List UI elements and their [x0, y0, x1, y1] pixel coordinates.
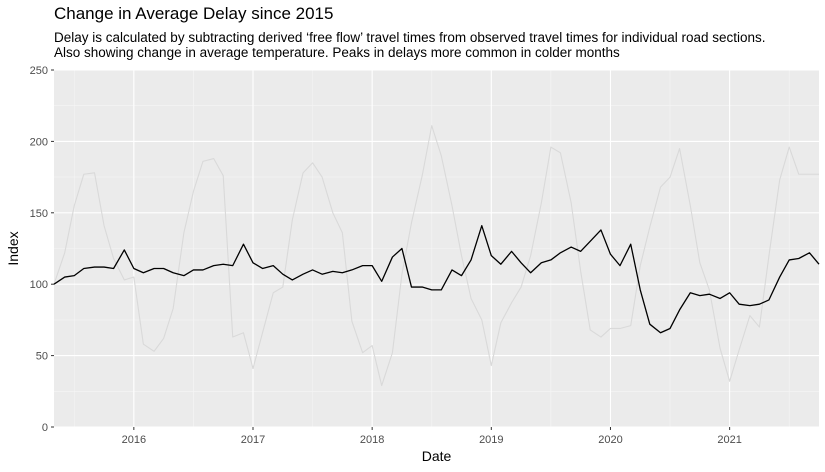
chart-subtitle: Delay is calculated by subtracting deriv… [54, 30, 766, 60]
x-tick-label: 2021 [717, 434, 741, 446]
x-tick-label: 2019 [479, 434, 503, 446]
chart-subtitle-line-2: Also showing change in average temperatu… [54, 45, 620, 60]
x-axis: 2016 2017 2018 2019 2020 2021 [122, 427, 742, 446]
y-axis: 0 50 100 150 200 250 [30, 65, 54, 434]
x-tick-label: 2016 [122, 434, 146, 446]
y-tick-label: 250 [30, 65, 48, 77]
x-tick-label: 2020 [598, 434, 622, 446]
y-axis-title: Index [5, 231, 21, 265]
series-layer [53, 125, 820, 387]
x-axis-title: Date [422, 448, 452, 464]
chart-title: Change in Average Delay since 2015 [54, 4, 334, 23]
x-tick-label: 2017 [241, 434, 265, 446]
chart-subtitle-line-1: Delay is calculated by subtracting deriv… [54, 30, 766, 45]
x-tick-label: 2018 [360, 434, 384, 446]
series-line-2 [53, 225, 820, 334]
series-line-1 [53, 125, 819, 387]
y-tick-label: 200 [30, 136, 48, 148]
y-tick-label: 100 [30, 279, 48, 291]
y-tick-label: 0 [42, 422, 48, 434]
y-tick-label: 50 [36, 351, 48, 363]
y-tick-label: 150 [30, 208, 48, 220]
